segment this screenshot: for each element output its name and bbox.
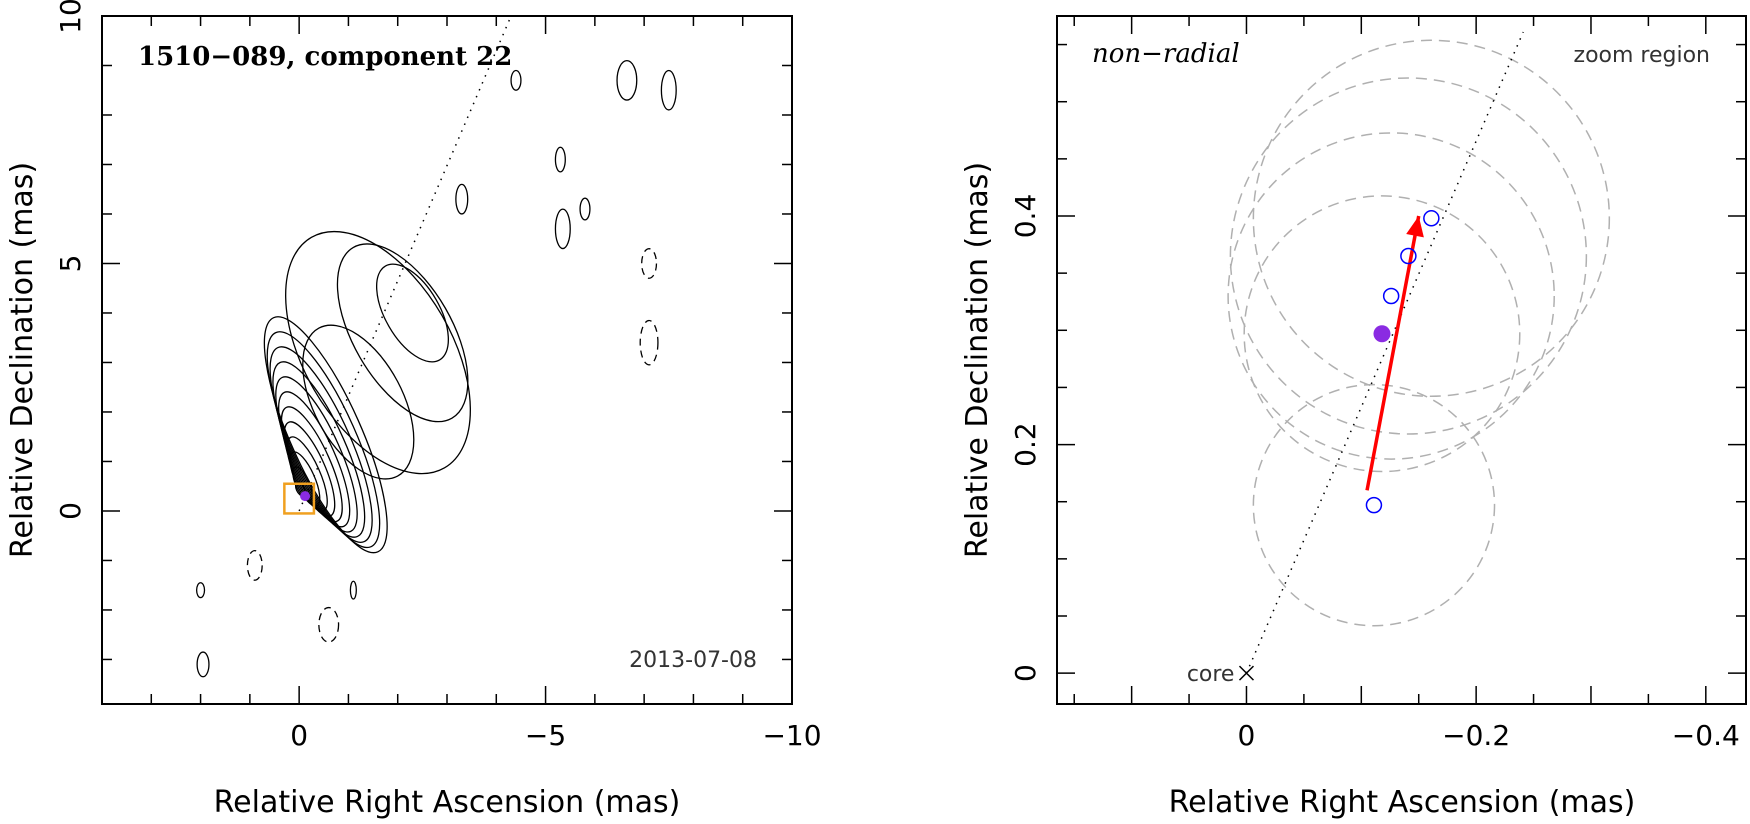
error-circle	[1252, 39, 1611, 398]
epoch-open-marker	[1382, 287, 1400, 305]
contour-line	[554, 208, 571, 250]
core-marker	[1238, 665, 1255, 681]
right-panel: 0 −0.2 −0.400.20.4 non−radial zoom region …	[960, 15, 1747, 820]
contour-line	[349, 580, 357, 600]
left-title: 1510−089, component 22	[138, 42, 512, 72]
current-epoch-marker	[1373, 325, 1391, 343]
contour-line	[639, 319, 659, 366]
y-tick-label: 5	[54, 255, 87, 273]
contour-line	[554, 146, 566, 173]
left-plot-frame	[101, 15, 793, 705]
non-radial-annotation: non−radial	[1092, 39, 1240, 69]
right-plot-frame	[1056, 15, 1747, 705]
left-y-axis-label: Relative Declination (mas)	[5, 162, 40, 558]
error-circle	[1252, 383, 1496, 627]
contour-line	[269, 346, 373, 543]
contour-line	[336, 243, 469, 423]
error-circle	[1243, 195, 1521, 473]
y-tick-label: 0	[54, 502, 87, 520]
core-cross	[1238, 665, 1255, 681]
contour-line	[283, 421, 336, 518]
contour-line	[616, 59, 638, 101]
contour-line	[285, 230, 471, 475]
core-label: core	[1187, 662, 1235, 687]
left-component-markers	[300, 491, 311, 502]
epoch-open-marker	[1365, 496, 1383, 514]
contour-line	[375, 263, 450, 363]
left-ticks: 0 −5 −10 0 5 10	[54, 0, 822, 752]
contour-line	[280, 406, 343, 523]
contour-line	[579, 197, 591, 221]
epoch-open-marker	[1400, 247, 1417, 265]
y-tick-label: 10	[54, 0, 87, 34]
y-tick-label: 0.4	[1009, 194, 1042, 239]
x-tick-label: 0	[290, 719, 308, 752]
x-tick-label: −5	[525, 719, 566, 752]
zoom-box	[283, 482, 316, 515]
x-tick-label: −0.2	[1442, 719, 1510, 752]
contour-line	[455, 183, 469, 215]
left-date-label: 2013-07-08	[629, 648, 757, 673]
left-contour-map	[195, 59, 677, 678]
contour-line	[286, 436, 328, 512]
left-x-axis-label: Relative Right Ascension (mas)	[214, 785, 681, 820]
position-error-circles	[1227, 39, 1611, 627]
contour-line	[641, 248, 658, 279]
contour-line	[263, 316, 388, 554]
epoch-open-marker	[1423, 210, 1440, 227]
vector-shaft	[1365, 215, 1421, 491]
y-tick-label: 0.2	[1009, 422, 1042, 467]
contour-line	[275, 376, 358, 533]
x-tick-label: −10	[762, 719, 821, 752]
right-x-axis-label: Relative Right Ascension (mas)	[1169, 785, 1636, 820]
contour-line	[195, 582, 206, 599]
velocity-vector	[1365, 215, 1424, 491]
contour-line	[196, 651, 210, 678]
x-tick-label: 0	[1238, 719, 1256, 752]
right-y-axis-label: Relative Declination (mas)	[960, 162, 995, 558]
contour-line	[246, 549, 263, 581]
contour-line	[266, 331, 381, 549]
contour-line	[292, 466, 313, 502]
right-ticks: 0 −0.2 −0.4 0 0.2 0.4	[1009, 16, 1746, 752]
vector-arrowhead	[1406, 216, 1424, 238]
error-circle	[1229, 77, 1588, 435]
zoom-region-label: zoom region	[1574, 43, 1710, 68]
contour-line	[660, 69, 677, 111]
error-circle	[1227, 132, 1555, 460]
y-tick-label: 0	[1009, 664, 1042, 682]
left-panel: 0 −5 −10 0 5 10 1510−089, component 22 2013-0…	[5, 0, 822, 820]
x-tick-label: −0.4	[1672, 719, 1740, 752]
contour-line	[302, 324, 415, 480]
left-jet-axis-line	[298, 15, 512, 512]
contour-line	[318, 606, 340, 643]
contour-line	[510, 69, 522, 91]
component-marker	[300, 491, 311, 502]
right-jet-axis-line	[1245, 31, 1524, 674]
contour-line	[272, 361, 366, 538]
epoch-markers	[1365, 210, 1440, 514]
